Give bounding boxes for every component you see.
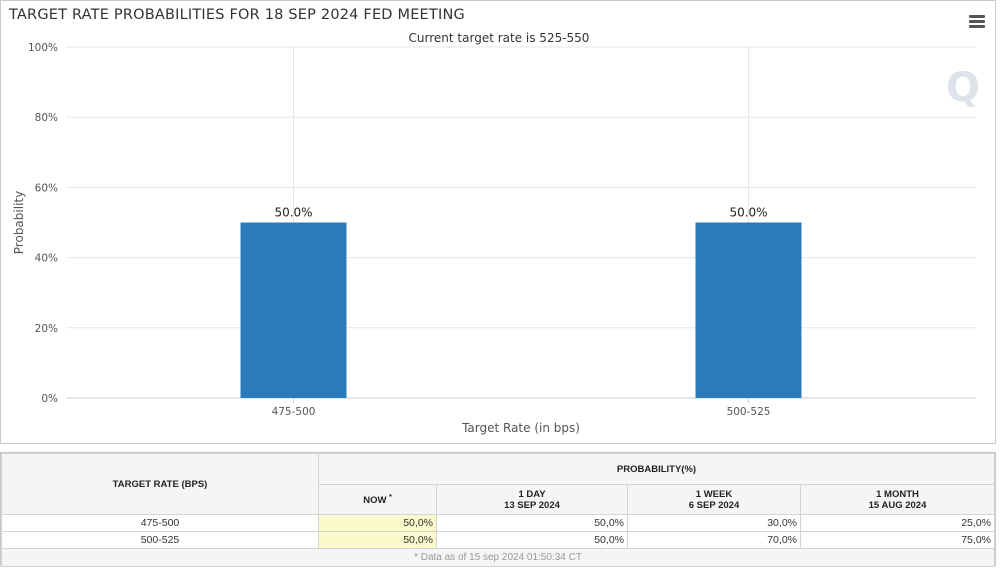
value-cell: 70,0% <box>627 531 801 549</box>
data-label: 50.0% <box>729 206 767 220</box>
probability-header: PROBABILITY(%) <box>318 453 995 485</box>
x-tick-label: 500-525 <box>727 406 771 418</box>
y-tick-label: 40% <box>35 253 58 265</box>
chart-title: TARGET RATE PROBABILITIES FOR 18 SEP 202… <box>9 7 465 23</box>
data-label: 50.0% <box>274 206 312 220</box>
value-cell-now: 50,0% <box>318 514 437 532</box>
period-header-1-week: 1 WEEK 6 SEP 2024 <box>627 484 801 515</box>
period-header-now: NOW * <box>318 484 437 515</box>
value-cell: 25,0% <box>800 514 995 532</box>
watermark-logo: Q <box>946 65 980 111</box>
y-axis-label: Probability <box>12 191 26 254</box>
chart-panel: 0% 20% 40% 60% 80% 100% 50.0% 475-500 50.0% 500-5… <box>0 0 996 444</box>
x-tick-label: 475-500 <box>272 406 316 418</box>
y-tick-label: 100% <box>28 42 58 54</box>
table-row: 500-525 50,0% 50,0% 70,0% 75,0% <box>1 531 995 549</box>
value-cell: 50,0% <box>436 531 628 549</box>
value-cell: 30,0% <box>627 514 801 532</box>
probability-table-panel: TARGET RATE (BPS) PROBABILITY(%) NOW * 1… <box>0 452 996 567</box>
x-axis-label: Target Rate (in bps) <box>461 421 580 435</box>
target-rate-header: TARGET RATE (BPS) <box>1 453 319 515</box>
bar-475-500 <box>240 222 347 398</box>
value-cell-now: 50,0% <box>318 531 437 549</box>
value-cell: 75,0% <box>800 531 995 549</box>
probability-table: TARGET RATE (BPS) PROBABILITY(%) NOW * 1… <box>1 453 995 567</box>
menu-icon[interactable] <box>969 15 985 29</box>
y-tick-label: 80% <box>35 112 58 124</box>
bar-chart: 0% 20% 40% 60% 80% 100% 50.0% 475-500 50.0% 500-5… <box>12 31 980 435</box>
bar-500-525 <box>695 222 802 398</box>
y-tick-label: 0% <box>41 393 58 405</box>
period-header-1-day: 1 DAY 13 SEP 2024 <box>436 484 628 515</box>
value-cell: 50,0% <box>436 514 628 532</box>
period-header-1-month: 1 MONTH 15 AUG 2024 <box>800 484 995 515</box>
rate-cell: 475-500 <box>1 514 319 532</box>
table-row: 475-500 50,0% 50,0% 30,0% 25,0% <box>1 514 995 532</box>
rate-cell: 500-525 <box>1 531 319 549</box>
footnote: * Data as of 15 sep 2024 01:50:34 CT <box>1 548 995 567</box>
chart-subtitle: Current target rate is 525-550 <box>409 31 590 45</box>
y-tick-label: 20% <box>35 323 58 335</box>
y-tick-label: 60% <box>35 182 58 194</box>
